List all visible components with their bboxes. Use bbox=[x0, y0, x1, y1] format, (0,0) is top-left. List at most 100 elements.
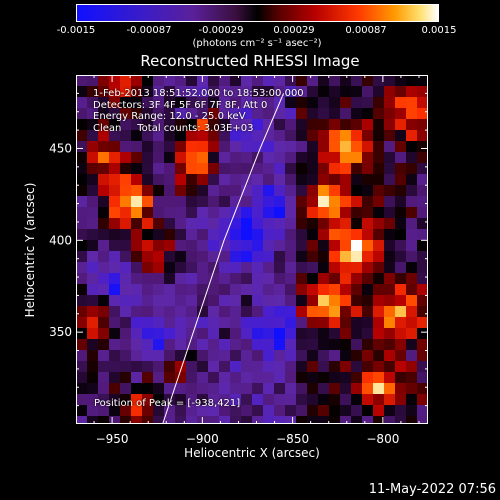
heatmap-cell bbox=[241, 119, 253, 131]
heatmap-cell bbox=[208, 372, 220, 384]
heatmap-cell bbox=[142, 174, 154, 186]
heatmap-cell bbox=[318, 383, 330, 395]
heatmap-cell bbox=[362, 262, 374, 274]
heatmap-cell bbox=[340, 273, 352, 285]
heatmap-cell bbox=[340, 97, 352, 109]
heatmap-cell bbox=[109, 339, 121, 351]
heatmap-cell bbox=[395, 273, 407, 285]
heatmap-cell bbox=[362, 383, 374, 395]
heatmap-cell bbox=[263, 86, 275, 98]
heatmap-cell bbox=[307, 207, 319, 219]
heatmap-cell bbox=[241, 185, 253, 197]
heatmap-cell bbox=[395, 97, 407, 109]
heatmap-cell bbox=[186, 317, 198, 329]
heatmap-cell bbox=[219, 284, 231, 296]
heatmap-cell bbox=[252, 108, 264, 120]
heatmap-cell bbox=[142, 240, 154, 252]
heatmap-cell bbox=[329, 240, 341, 252]
heatmap-cell bbox=[395, 119, 407, 131]
heatmap-cell bbox=[362, 361, 374, 373]
peak-position-label: Position of Peak = [-938,421] bbox=[94, 398, 241, 409]
heatmap-cell bbox=[296, 196, 308, 208]
heatmap-cell bbox=[307, 328, 319, 340]
heatmap-cell bbox=[142, 295, 154, 307]
heatmap-cell bbox=[285, 240, 297, 252]
heatmap-cell bbox=[373, 185, 385, 197]
heatmap-cell bbox=[395, 251, 407, 263]
heatmap-cell bbox=[219, 108, 231, 120]
heatmap-cell bbox=[230, 383, 242, 395]
heatmap-cell bbox=[208, 350, 220, 362]
heatmap-cell bbox=[109, 207, 121, 219]
heatmap-cell bbox=[175, 416, 187, 428]
heatmap-cell bbox=[120, 405, 132, 417]
heatmap-cell bbox=[373, 361, 385, 373]
heatmap-cell bbox=[362, 251, 374, 263]
heatmap-cell bbox=[318, 218, 330, 230]
heatmap-cell bbox=[329, 218, 341, 230]
heatmap-cell bbox=[164, 97, 176, 109]
heatmap-cell bbox=[395, 284, 407, 296]
heatmap-cell bbox=[98, 372, 110, 384]
heatmap-cell bbox=[186, 152, 198, 164]
heatmap-cell bbox=[175, 97, 187, 109]
heatmap-cell bbox=[87, 328, 99, 340]
heatmap-cell bbox=[98, 361, 110, 373]
heatmap-cell bbox=[351, 163, 363, 175]
heatmap-cell bbox=[307, 218, 319, 230]
heatmap-cell bbox=[87, 218, 99, 230]
heatmap-cell bbox=[285, 141, 297, 153]
heatmap-cell bbox=[252, 130, 264, 142]
heatmap-cell bbox=[417, 207, 429, 219]
heatmap-cell bbox=[120, 152, 132, 164]
heatmap-cell bbox=[208, 163, 220, 175]
heatmap-cell bbox=[417, 361, 429, 373]
heatmap-cell bbox=[230, 141, 242, 153]
heatmap-cell bbox=[318, 229, 330, 241]
heatmap-cell bbox=[87, 361, 99, 373]
heatmap-cell bbox=[307, 361, 319, 373]
heatmap-cell bbox=[329, 350, 341, 362]
heatmap-cell bbox=[76, 273, 88, 285]
heatmap-cell bbox=[263, 339, 275, 351]
heatmap-cell bbox=[219, 394, 231, 406]
heatmap-cell bbox=[384, 328, 396, 340]
heatmap-cell bbox=[395, 394, 407, 406]
heatmap-cell bbox=[285, 185, 297, 197]
heatmap-cell bbox=[252, 185, 264, 197]
heatmap-cell bbox=[98, 119, 110, 131]
heatmap-cell bbox=[164, 405, 176, 417]
heatmap-cell bbox=[186, 328, 198, 340]
heatmap-cell bbox=[318, 119, 330, 131]
heatmap-cell bbox=[362, 240, 374, 252]
heatmap-cell bbox=[153, 284, 165, 296]
heatmap-cell bbox=[318, 394, 330, 406]
heatmap-cell bbox=[263, 317, 275, 329]
heatmap-cell bbox=[252, 229, 264, 241]
heatmap-cell bbox=[219, 372, 231, 384]
heatmap-cell bbox=[142, 75, 154, 87]
heatmap-cell bbox=[296, 339, 308, 351]
heatmap-cell bbox=[307, 306, 319, 318]
heatmap-cell bbox=[329, 207, 341, 219]
heatmap-cell bbox=[98, 196, 110, 208]
heatmap-cell bbox=[241, 207, 253, 219]
heatmap-cell bbox=[373, 284, 385, 296]
heatmap-cell bbox=[219, 207, 231, 219]
heatmap-cell bbox=[373, 317, 385, 329]
heatmap-cell bbox=[208, 108, 220, 120]
heatmap-cells bbox=[76, 75, 429, 428]
heatmap-cell bbox=[109, 185, 121, 197]
heatmap-cell bbox=[362, 86, 374, 98]
heatmap-cell bbox=[362, 295, 374, 307]
heatmap-cell bbox=[241, 108, 253, 120]
heatmap-cell bbox=[230, 295, 242, 307]
heatmap-cell bbox=[219, 75, 231, 87]
heatmap-cell bbox=[142, 284, 154, 296]
heatmap-cell bbox=[98, 240, 110, 252]
heatmap-cell bbox=[131, 306, 143, 318]
x-tick-label: −850 bbox=[276, 432, 309, 446]
heatmap-cell bbox=[329, 229, 341, 241]
heatmap-cell bbox=[109, 141, 121, 153]
heatmap-cell bbox=[263, 251, 275, 263]
